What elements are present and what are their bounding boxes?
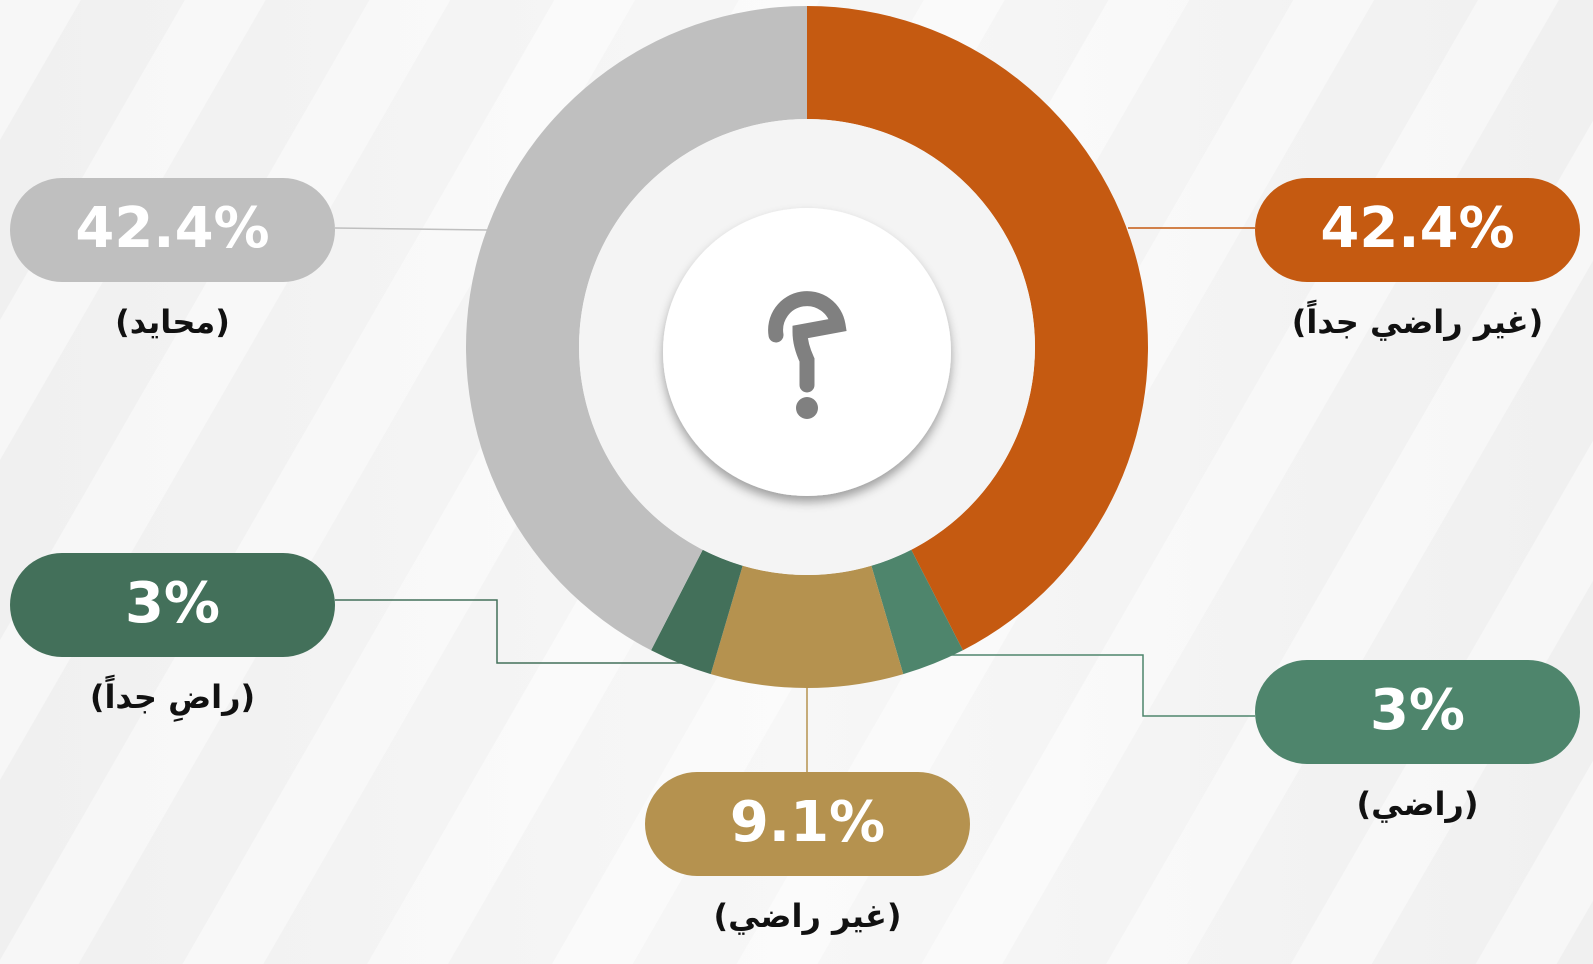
connector bbox=[334, 227, 488, 231]
category-label: (راضي) bbox=[1357, 785, 1479, 823]
category-label: (محايد) bbox=[115, 303, 230, 341]
value-label: 3% bbox=[1370, 678, 1465, 743]
donut-segment bbox=[465, 6, 807, 651]
donut-segment bbox=[871, 549, 963, 675]
category-label: (غير راضي) bbox=[714, 897, 902, 935]
connector bbox=[945, 654, 1255, 717]
value-pill bbox=[10, 178, 335, 282]
value-pill bbox=[1255, 178, 1580, 282]
value-pill bbox=[645, 772, 970, 876]
connector bbox=[335, 599, 685, 664]
donut-segment bbox=[807, 6, 1148, 651]
category-label: (راضِ جداً) bbox=[90, 674, 255, 722]
value-label: 3% bbox=[125, 571, 220, 636]
value-label: 42.4% bbox=[1320, 196, 1514, 261]
value-pill bbox=[10, 553, 335, 657]
value-label: 9.1% bbox=[730, 790, 885, 855]
value-label: 42.4% bbox=[75, 196, 269, 261]
donut-segment bbox=[710, 565, 904, 688]
value-pill bbox=[1255, 660, 1580, 764]
question-dot bbox=[796, 397, 818, 419]
category-label: (غير راضي جداً) bbox=[1292, 299, 1544, 341]
question-icon bbox=[768, 291, 847, 393]
donut-segment bbox=[651, 549, 743, 675]
